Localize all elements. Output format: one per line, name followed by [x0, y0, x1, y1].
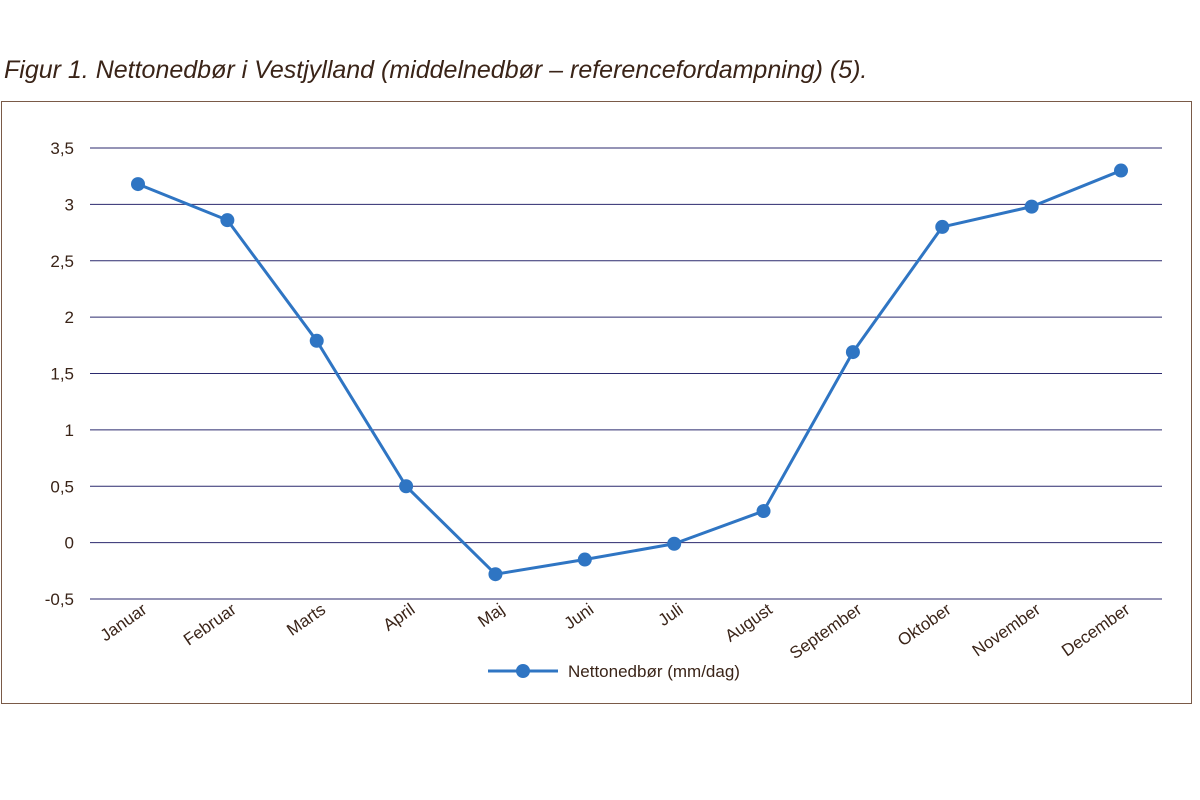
x-tick-label: Oktober	[894, 600, 955, 650]
gridlines	[90, 147, 1162, 600]
data-point	[1024, 199, 1039, 214]
data-point	[488, 567, 503, 582]
y-tick-label: 0,5	[50, 477, 74, 496]
data-point	[756, 504, 771, 519]
y-tick-label: 0	[65, 534, 74, 553]
data-point	[845, 345, 860, 360]
x-tick-label: Juni	[561, 600, 597, 633]
data-point	[220, 213, 235, 228]
data-point	[399, 479, 414, 494]
x-tick-label: December	[1058, 600, 1133, 661]
legend: Nettonedbør (mm/dag)	[488, 662, 740, 681]
chart-frame	[1, 101, 1192, 704]
x-tick-label: Januar	[97, 600, 151, 646]
y-tick-label: -0,5	[45, 590, 74, 609]
y-tick-label: 2	[65, 308, 74, 327]
x-tick-label: August	[722, 600, 776, 646]
y-tick-label: 1,5	[50, 365, 74, 384]
x-tick-label: September	[786, 600, 865, 663]
y-tick-label: 3	[65, 195, 74, 214]
data-point	[935, 219, 950, 234]
x-tick-label: November	[969, 600, 1044, 661]
figure-caption: Figur 1. Nettonedbør i Vestjylland (midd…	[4, 56, 868, 84]
x-tick-label: Marts	[283, 600, 329, 640]
series-nettonedbor	[131, 163, 1128, 582]
y-tick-label: 1	[65, 421, 74, 440]
data-point	[131, 177, 145, 192]
x-tick-label: April	[380, 600, 419, 635]
y-axis-ticks: -0,5 0 0,5 1 1,5 2 2,5 3 3,5	[45, 139, 74, 609]
x-tick-label: Februar	[180, 600, 240, 650]
data-point	[309, 333, 324, 348]
y-tick-label: 2,5	[50, 252, 74, 271]
x-tick-label: Maj	[474, 600, 507, 631]
legend-label: Nettonedbør (mm/dag)	[568, 662, 740, 681]
data-point	[1114, 163, 1128, 178]
legend-dot-marker	[516, 664, 530, 678]
x-tick-label: Juli	[655, 600, 687, 630]
y-tick-label: 3,5	[50, 139, 74, 158]
data-point	[667, 536, 682, 551]
x-axis-ticks: Januar Februar Marts April Maj Juni Juli August…	[97, 600, 1134, 663]
series-line	[137, 169, 1122, 576]
data-point	[577, 552, 592, 567]
